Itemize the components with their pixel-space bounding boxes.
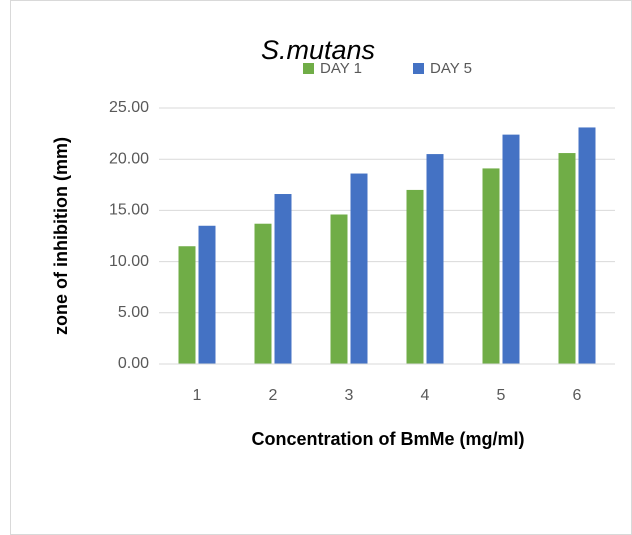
legend-swatch [413,63,424,74]
bar [502,134,520,364]
x-tick-label: 3 [345,387,354,404]
x-tick-label: 1 [193,387,202,404]
x-axis-label: Concentration of BmMe (mg/ml) [252,429,525,449]
legend-swatch [303,63,314,74]
chart-frame [10,0,632,535]
bar [350,173,368,364]
bar [274,194,292,364]
y-tick-label: 0.00 [118,355,149,372]
bar [330,214,348,364]
y-axis-label: zone of inhibition (mm) [51,137,71,335]
x-tick-label: 2 [269,387,278,404]
x-tick-label: 4 [421,387,430,404]
y-tick-label: 15.00 [109,202,149,219]
bar [406,189,424,364]
bar [482,168,500,364]
bar [254,223,272,364]
bar [578,127,596,365]
bar [178,246,196,364]
x-tick-label: 6 [573,387,582,404]
y-tick-label: 25.00 [109,99,149,116]
y-tick-label: 10.00 [109,253,149,270]
legend-label: DAY 1 [320,60,362,77]
bar [426,154,444,364]
bar [198,225,216,364]
y-tick-label: 20.00 [109,150,149,167]
bar [558,153,576,364]
legend-label: DAY 5 [430,60,472,77]
x-tick-label: 5 [497,387,506,404]
chart-title: S.mutans [261,35,375,65]
y-tick-label: 5.00 [118,304,149,321]
